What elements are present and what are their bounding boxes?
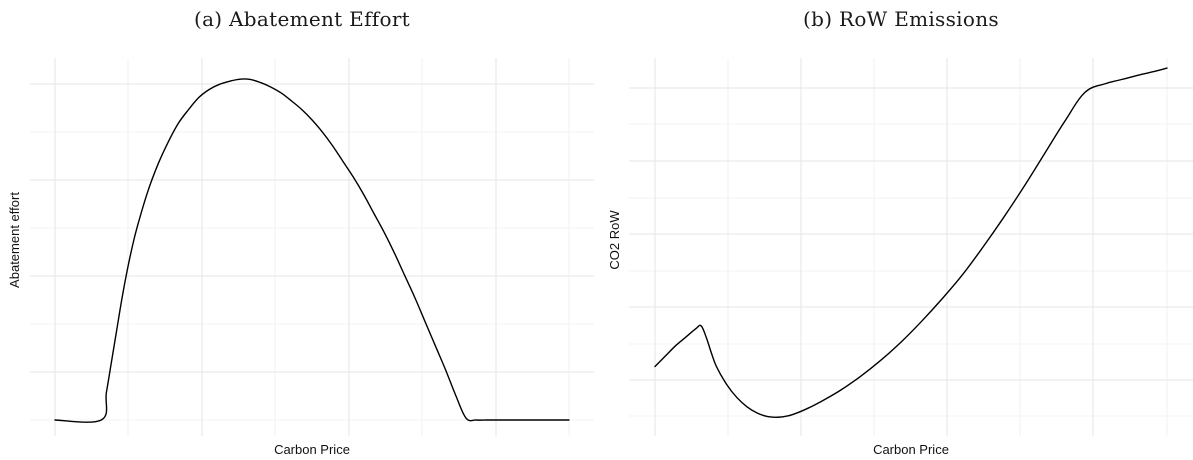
y-axis-label-a: Abatement effort <box>7 192 22 288</box>
series-line-co2-row <box>654 67 1168 418</box>
grid-a <box>30 58 594 436</box>
chart-title-a: (a) Abatement Effort <box>194 7 410 31</box>
x-axis-label-a: Carbon Price <box>274 442 350 457</box>
chart-title-b: (b) RoW Emissions <box>803 7 999 31</box>
panel-abatement-effort: (a) Abatement Effort Carbon Price Abatem… <box>7 7 594 457</box>
panel-row-emissions: (b) RoW Emissions Carbon Price CO2 RoW <box>607 7 1193 457</box>
x-axis-label-b: Carbon Price <box>873 442 949 457</box>
series-line-abatement <box>54 78 570 423</box>
grid-b <box>629 58 1193 436</box>
y-axis-label-b: CO2 RoW <box>607 210 622 270</box>
